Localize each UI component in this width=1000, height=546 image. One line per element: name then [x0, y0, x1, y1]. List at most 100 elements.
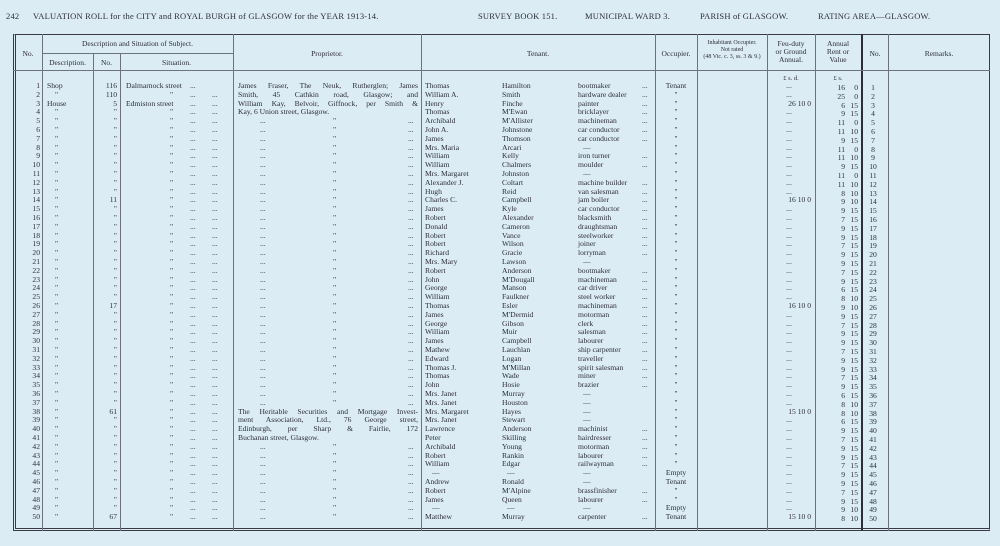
situation-leader: ...: [190, 406, 196, 416]
situation-leader: ...: [212, 433, 218, 442]
occupation-leader: ...: [642, 239, 648, 249]
rent-pounds: 6: [841, 417, 845, 427]
tenant-surname: Anderson: [502, 265, 532, 275]
feu-duty: ...: [786, 186, 792, 196]
situation-leader: ...: [190, 397, 196, 407]
tenant-first-name: Archibald: [425, 116, 456, 126]
parish: PARISH of GLASGOW.: [700, 11, 789, 21]
occupation: bricklayer: [578, 107, 609, 117]
tenant-surname: Logan: [502, 353, 522, 363]
situation-leader: ...: [212, 265, 218, 275]
occupier: ": [674, 186, 678, 196]
tenant-surname: Chalmers: [502, 160, 532, 170]
entry-no: 14: [32, 195, 40, 205]
entry-no-right: 17: [869, 223, 877, 233]
feu-duty: ...: [786, 81, 792, 90]
situation-leader: ...: [190, 336, 196, 346]
tenant-first-name: Hugh: [425, 186, 442, 196]
entry-no-right: 47: [869, 487, 877, 497]
proprietor-leader: ...: [408, 468, 414, 478]
feu-duty: ...: [786, 133, 792, 143]
occupation-leader: ...: [642, 362, 648, 372]
proprietor-leader: ...: [260, 397, 266, 407]
feu-duty: ...: [786, 89, 792, 99]
tenant-first-name: William: [425, 327, 450, 337]
column-divider: [815, 34, 816, 531]
tenant-surname: Wilson: [502, 239, 524, 249]
occupation: bootmaker: [578, 265, 611, 275]
feu-units: £ s. d.: [783, 75, 799, 82]
situation-leader: ...: [212, 204, 218, 214]
situation-leader: ...: [190, 169, 196, 178]
rent-pounds: 9: [841, 276, 845, 286]
proprietor-leader: ...: [408, 477, 414, 486]
header-feu-line: Feu-duty: [777, 39, 805, 48]
entry-no: 3: [36, 98, 40, 108]
proprietor-ditto: ": [333, 257, 337, 266]
occupation: hairdresser: [578, 433, 612, 442]
rent-pounds: 9: [841, 223, 845, 233]
proprietor-ditto: ": [333, 441, 337, 451]
situation-ditto: ": [170, 424, 174, 434]
situation-leader: ...: [212, 274, 218, 284]
feu-duty: ...: [786, 468, 792, 478]
situation-ditto: ": [170, 248, 174, 258]
proprietor-leader: ...: [260, 265, 266, 275]
street-number: ": [113, 265, 117, 275]
situation-leader: ...: [190, 230, 196, 240]
rent-pounds: 9: [841, 162, 845, 172]
situation-ditto: ": [170, 221, 174, 231]
situation-ditto: ": [170, 389, 174, 398]
tenant-surname: M'Dermid: [502, 309, 534, 319]
description: ": [55, 345, 59, 354]
description: ": [55, 265, 59, 275]
feu-duty: ...: [786, 485, 792, 495]
situation-leader: ...: [212, 142, 218, 152]
entry-no-right: 34: [869, 373, 877, 383]
entry-no: 22: [32, 265, 40, 275]
rent-shillings: 15: [850, 215, 858, 224]
proprietor-ditto: ": [333, 397, 337, 407]
proprietor-ditto: ": [333, 450, 337, 460]
situation-leader: ...: [212, 177, 218, 187]
feu-duty: ...: [786, 169, 792, 178]
proprietor-leader: ...: [260, 133, 266, 143]
entry-no-right: 11: [869, 171, 877, 180]
header-divider: [13, 70, 990, 71]
rent-shillings: 10: [850, 188, 858, 198]
proprietor-leader: ...: [408, 221, 414, 231]
situation-ditto: ": [170, 292, 174, 302]
entry-no-right: 25: [869, 294, 877, 304]
header-no: No.: [22, 49, 34, 58]
tenant-surname: Lauchlan: [502, 345, 531, 354]
occupation: iron turner: [578, 151, 611, 161]
occupier: ": [674, 424, 678, 434]
situation-leader: ...: [212, 107, 218, 117]
proprietor-ditto: ": [333, 512, 337, 522]
occupation-leader: ...: [642, 424, 648, 434]
situation-ditto: ": [170, 327, 174, 337]
description: ": [55, 186, 59, 196]
tenant-surname: Kelly: [502, 151, 519, 161]
situation-leader: ...: [212, 406, 218, 416]
description: ": [55, 397, 59, 407]
tenant-surname: M'Dougall: [502, 274, 535, 284]
entry-no: 9: [36, 151, 40, 161]
proprietor-leader: ...: [260, 336, 266, 346]
entry-no-right: 19: [869, 241, 877, 251]
situation: Edmiston street: [126, 98, 174, 108]
tenant-first-name: Robert: [425, 239, 446, 249]
tenant-surname: Muir: [502, 327, 518, 337]
tenant-first-name: George: [425, 283, 448, 293]
entry-no: 4: [36, 107, 40, 117]
tenant-first-name: James: [425, 133, 444, 143]
occupation-leader: ...: [642, 221, 648, 231]
proprietor-text: Smith, 45 Cathkin road, Glasgow; and: [238, 89, 418, 99]
description: ": [55, 503, 59, 513]
entry-no-right: 42: [869, 443, 877, 453]
situation-leader: ...: [212, 459, 218, 469]
description: ": [55, 424, 59, 434]
entry-no: 24: [32, 283, 40, 293]
occupation: motorman: [578, 309, 610, 319]
proprietor-leader: ...: [260, 380, 266, 390]
